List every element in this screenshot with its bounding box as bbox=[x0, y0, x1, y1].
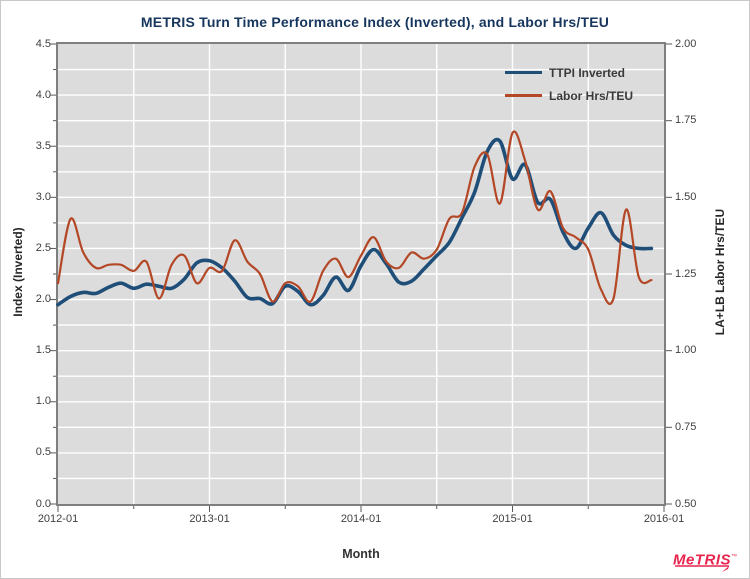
legend-item-labor: Labor Hrs/TEU bbox=[505, 84, 633, 107]
x-axis-tick-label: 2014-01 bbox=[340, 513, 382, 525]
y-right-axis-title: LA+LB Labor Hrs/TEU bbox=[713, 208, 727, 336]
y-left-tick-label: 0.0 bbox=[35, 497, 51, 510]
x-axis-tick-label: 2013-01 bbox=[189, 513, 230, 525]
metris-logo-tm: ™ bbox=[731, 553, 737, 560]
y-right-tick-label: 2.00 bbox=[675, 37, 697, 50]
series-line-ttpi-inverted bbox=[56, 137, 654, 307]
y-left-tick-label: 0.5 bbox=[35, 446, 51, 459]
x-axis-tick-label: 2015-01 bbox=[492, 513, 533, 525]
y-left-tick-label: 2.0 bbox=[35, 293, 51, 306]
chart-legend: TTPI Inverted Labor Hrs/TEU bbox=[505, 61, 633, 107]
y-right-tick-label: 0.75 bbox=[675, 420, 697, 433]
y-left-tick-label: 1.0 bbox=[35, 395, 51, 408]
labor-line-swatch bbox=[505, 94, 542, 97]
x-axis-tick-label: 2012-01 bbox=[37, 513, 79, 525]
x-axis-title: Month bbox=[342, 547, 380, 561]
y-right-tick-label: 1.75 bbox=[675, 114, 697, 127]
y-left-tick-label: 3.0 bbox=[35, 190, 51, 203]
metris-logo-text: MeTRIS bbox=[672, 551, 731, 568]
series-line-labor-hrs-teu bbox=[56, 130, 653, 305]
legend-item-ttpi: TTPI Inverted bbox=[505, 61, 633, 84]
y-left-tick-label: 4.5 bbox=[35, 37, 51, 50]
legend-label-labor: Labor Hrs/TEU bbox=[549, 88, 634, 103]
plot-area: TTPI Inverted Labor Hrs/TEU bbox=[50, 42, 672, 512]
legend-label-ttpi: TTPI Inverted bbox=[549, 65, 626, 80]
y-left-tick-label: 1.5 bbox=[35, 344, 51, 357]
y-right-tick-label: 1.00 bbox=[675, 344, 697, 357]
y-left-tick-label: 2.5 bbox=[35, 241, 51, 254]
chart-title: METRIS Turn Time Performance Index (Inve… bbox=[140, 14, 610, 30]
y-right-tick-label: 1.25 bbox=[675, 267, 697, 280]
chart-canvas bbox=[50, 43, 672, 512]
metris-logo: MeTRIS™ bbox=[668, 552, 742, 573]
y-left-tick-label: 3.5 bbox=[35, 139, 51, 152]
y-right-tick-label: 1.50 bbox=[675, 190, 697, 203]
y-right-tick-label: 0.50 bbox=[675, 497, 697, 510]
metris-logo-underline-arrow bbox=[675, 565, 729, 572]
ttpi-line-swatch bbox=[505, 70, 542, 75]
x-axis-tick-label: 2016-01 bbox=[643, 513, 685, 525]
y-left-tick-label: 4.0 bbox=[35, 88, 51, 101]
